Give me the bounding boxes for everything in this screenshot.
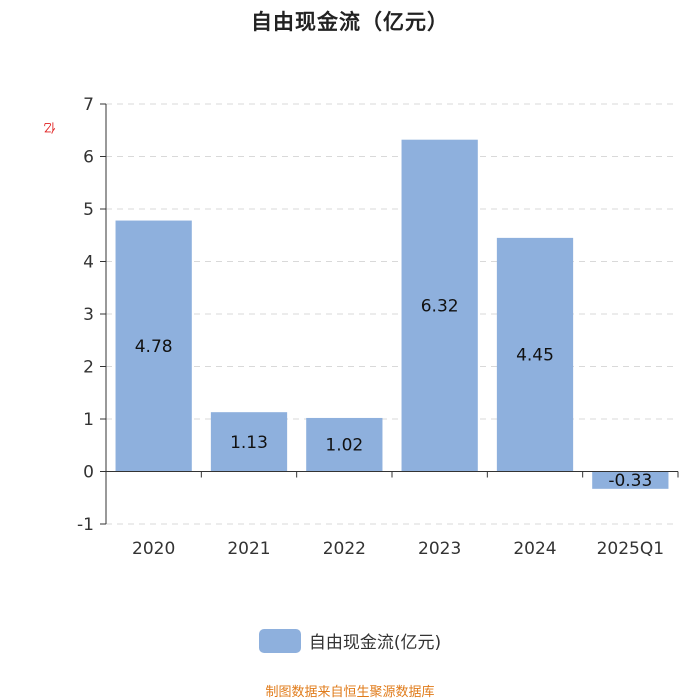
chart-title: 自由现金流（亿元） — [251, 10, 449, 34]
x-tick-label: 2025Q1 — [597, 539, 664, 559]
y-tick-label: -1 — [77, 515, 94, 535]
y-tick-label: 6 — [83, 148, 94, 168]
y-tick-label: 4 — [83, 253, 94, 273]
y-tick-label: 0 — [83, 463, 94, 483]
bar — [592, 471, 669, 489]
bar-value-label: 4.45 — [516, 346, 554, 366]
bar — [496, 237, 574, 472]
bar-value-label: 1.02 — [325, 436, 363, 456]
x-tick-label: 2024 — [513, 539, 556, 559]
bar-value-label: 6.32 — [421, 297, 459, 317]
bar-value-label: 1.13 — [230, 433, 268, 453]
y-tick-label: 2 — [83, 358, 94, 378]
x-tick-label: 2021 — [227, 539, 270, 559]
y-tick-label: 7 — [83, 95, 94, 115]
y-tick-label: 5 — [83, 200, 94, 220]
x-tick-label: 2022 — [323, 539, 366, 559]
x-tick-label: 2020 — [132, 539, 175, 559]
bar — [401, 139, 478, 472]
legend: 自由现金流(亿元) — [0, 628, 700, 653]
legend-label: 自由现金流(亿元) — [308, 633, 442, 653]
bar — [306, 417, 383, 472]
y-tick-label: 3 — [83, 305, 94, 325]
bar — [115, 220, 192, 472]
x-tick-label: 2023 — [418, 539, 461, 559]
y-tick-label: 1 — [83, 410, 94, 430]
bar-value-label: -0.33 — [608, 471, 652, 491]
bar — [210, 412, 288, 472]
bar-value-label: 4.78 — [135, 337, 173, 357]
source-note: 制图数据来自恒生聚源数据库 — [265, 685, 435, 700]
legend-swatch — [258, 628, 301, 653]
